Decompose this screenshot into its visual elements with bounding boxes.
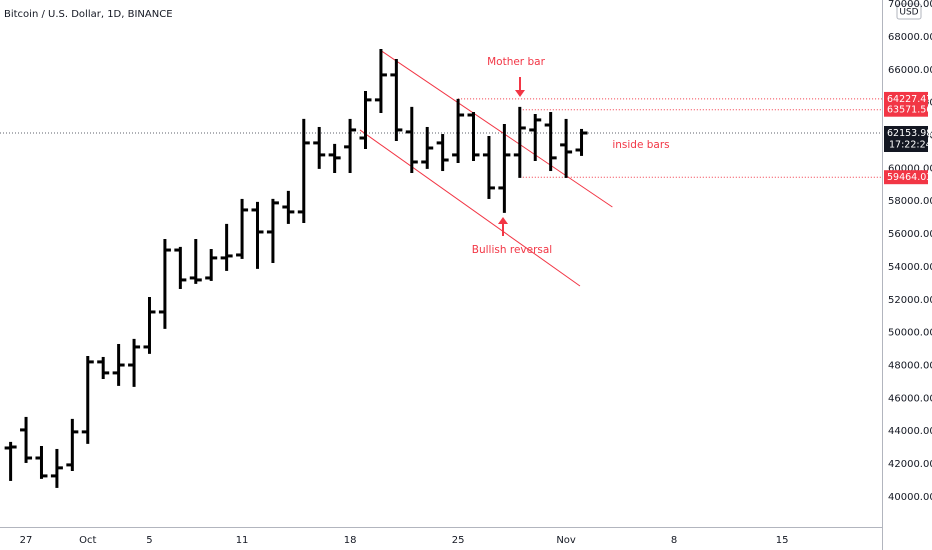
x-tick-label: 18 (344, 535, 357, 546)
bars (4, 48, 588, 488)
x-tick-label: Nov (556, 535, 576, 546)
countdown-label: 17:22:24 (889, 139, 932, 150)
y-tick-label: 44000.00 (888, 426, 932, 437)
currency-label[interactable]: USD (899, 8, 918, 18)
price-level-label: 59464.03 (887, 172, 932, 183)
y-tick-label: 60000.00 (888, 163, 932, 174)
trend-line (359, 129, 581, 287)
trend-line (379, 49, 613, 208)
price-level-box (884, 102, 928, 117)
y-tick-label: 68000.00 (888, 32, 932, 43)
price-level-box (884, 170, 928, 185)
y-tick-label: 58000.00 (888, 196, 932, 207)
y-tick-label: 54000.00 (888, 262, 932, 273)
price-level-box (884, 91, 928, 106)
y-tick-label: 50000.00 (888, 328, 932, 339)
arrow-head (498, 217, 508, 224)
x-tick-label: 8 (671, 535, 677, 546)
chart-title: Bitcoin / U.S. Dollar, 1D, BINANCE (4, 9, 173, 20)
y-tick-label: 66000.00 (888, 65, 932, 76)
y-tick-label: 56000.00 (888, 229, 932, 240)
x-tick-label: 25 (452, 535, 465, 546)
y-tick-label: 42000.00 (888, 459, 932, 470)
y-tick-label: 70000.00 (888, 0, 932, 10)
x-tick-label: Oct (79, 535, 96, 546)
y-tick-label: 46000.00 (888, 393, 932, 404)
x-tick-label: 5 (146, 535, 152, 546)
y-tick-label: 40000.00 (888, 492, 932, 503)
price-level-label: 63571.56 (887, 105, 932, 116)
annotation-arrows (498, 77, 525, 236)
x-tick-label: 11 (236, 535, 249, 546)
price-level-label: 64227.47 (887, 94, 932, 105)
annotation: inside bars (612, 139, 669, 151)
annotation: Mother bar (487, 56, 545, 68)
arrow-head (515, 90, 525, 97)
x-tick-label: 27 (20, 535, 33, 546)
annotation: Bullish reversal (472, 244, 552, 256)
y-tick-label: 52000.00 (888, 295, 932, 306)
last-price-label: 62153.98 (887, 128, 932, 139)
last-price-box (884, 125, 928, 152)
x-tick-label: 15 (776, 535, 789, 546)
y-tick-label: 48000.00 (888, 361, 932, 372)
currency-box[interactable] (896, 3, 922, 20)
